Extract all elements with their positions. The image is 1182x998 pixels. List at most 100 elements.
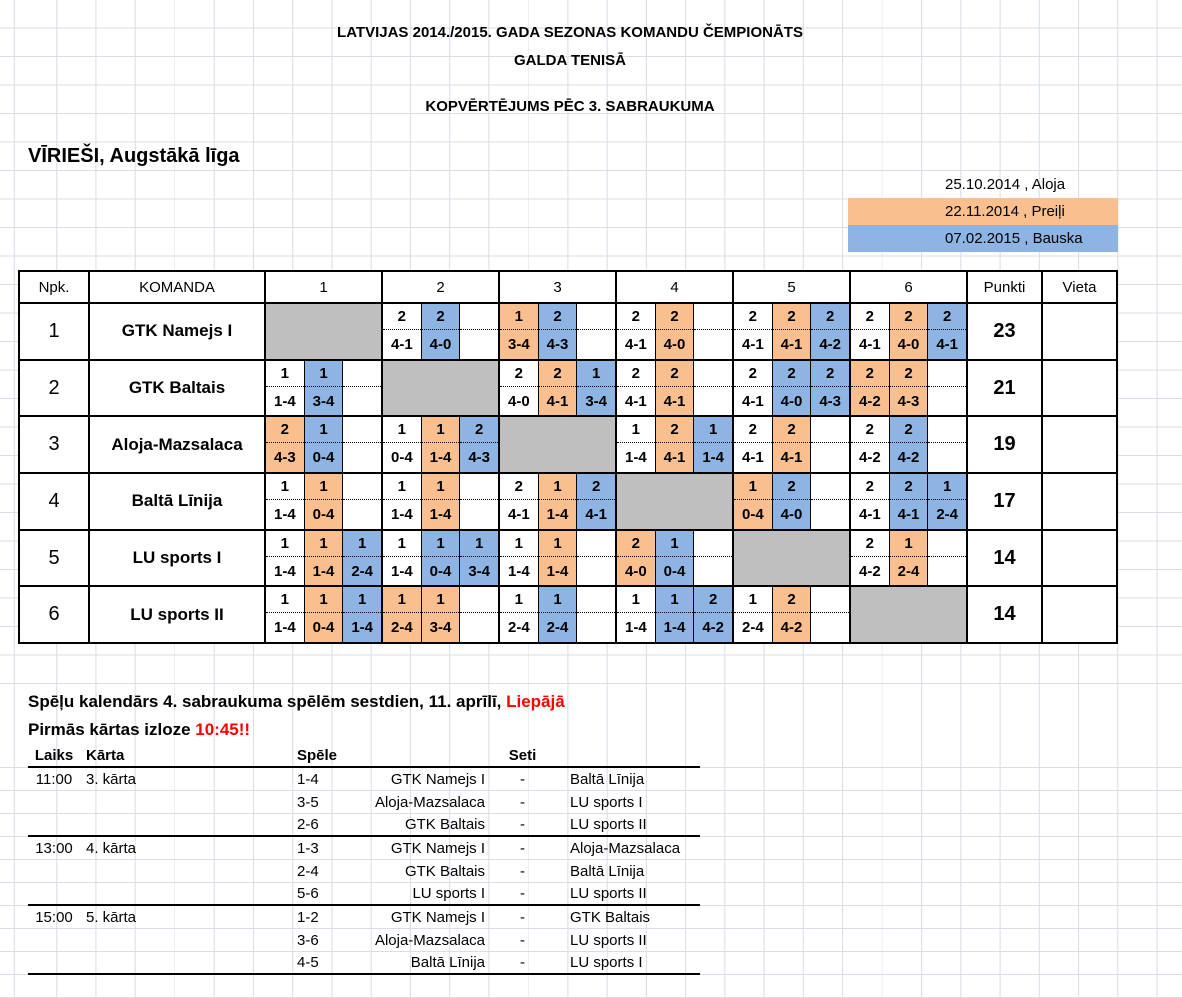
match-points: 2 xyxy=(772,587,811,614)
schedule-sets: - xyxy=(520,885,525,902)
match-points: 2 xyxy=(734,417,772,444)
result-cell: 1 0-4 xyxy=(654,530,694,586)
result-group-vs-6: 2 4-1 2 4-0 2 4-1 xyxy=(851,304,968,359)
legend-row-bauska: 07.02.2015 , Bauska xyxy=(848,225,1118,252)
schedule-home-team: GTK Baltais xyxy=(404,816,485,833)
match-points: 1 xyxy=(266,474,304,501)
set-score: 4-0 xyxy=(780,392,803,410)
set-score xyxy=(460,330,498,359)
schedule-away-team: GTK Baltais xyxy=(570,909,651,926)
result-cell: 1 3-4 xyxy=(500,304,538,359)
set-score: 1-4 xyxy=(273,505,296,523)
result-cell xyxy=(342,417,382,473)
result-cell: 2 4-0 xyxy=(654,304,694,359)
set-score: 0-4 xyxy=(312,449,335,467)
match-points: 2 xyxy=(851,474,889,501)
place-cell xyxy=(1043,531,1116,586)
schedule-home-team: Aloja-Mazsalaca xyxy=(374,932,485,949)
schedule-row: 2-6 GTK Baltais - LU sports II xyxy=(28,814,700,837)
set-score: 0-4 xyxy=(663,562,686,580)
place-cell xyxy=(1043,474,1116,529)
set-score: 4-2 xyxy=(780,619,803,637)
match-points xyxy=(577,304,616,330)
schedule-pair: 1-2 xyxy=(297,909,319,926)
set-score: 4-1 xyxy=(546,392,569,410)
match-points xyxy=(811,587,850,614)
set-score: 4-0 xyxy=(897,335,920,353)
result-cell xyxy=(576,587,616,643)
result-group-vs-1: 1 1-4 1 0-4 1 1-4 xyxy=(266,587,383,643)
set-score: 2-4 xyxy=(936,505,959,523)
set-score: 4-0 xyxy=(663,335,686,353)
result-group-vs-5: 2 4-1 2 4-1 2 4-2 xyxy=(734,304,851,359)
result-cell: 2 4-1 xyxy=(617,361,655,416)
match-points: 2 xyxy=(655,361,694,387)
header-vieta: Vieta xyxy=(1062,278,1097,296)
match-points: 1 xyxy=(460,531,499,557)
set-score: 3-4 xyxy=(585,392,608,410)
header-opponent-6: 6 xyxy=(851,272,968,302)
result-cell: 2 4-2 xyxy=(851,417,889,472)
match-points xyxy=(343,474,382,501)
team-row: 2 GTK Baltais 1 1-4 1 3-4 2 4-0 2 4-1 1 3-4 2 4-1 2 4-1… xyxy=(20,360,1116,418)
result-cell xyxy=(810,474,850,529)
schedule-round: 3. kārta xyxy=(86,771,137,788)
result-group-vs-3: 2 4-0 2 4-1 1 3-4 xyxy=(500,360,617,416)
set-score: 1-4 xyxy=(429,449,452,467)
schedule-pair: 4-5 xyxy=(297,954,319,971)
points-value: 14 xyxy=(968,587,1043,643)
result-group-vs-6: 2 4-2 2 4-3 xyxy=(851,360,968,416)
match-points: 1 xyxy=(343,587,382,614)
result-cell: 1 1-4 xyxy=(383,474,421,529)
result-group-vs-2: 1 2-4 1 3-4 xyxy=(383,587,500,643)
schedule-row: 13:00 4. kārta 1-3 GTK Namejs I - Aloja-Mazsa… xyxy=(28,837,700,860)
set-score xyxy=(343,443,381,472)
set-score: 4-3 xyxy=(819,392,842,410)
match-points: 1 xyxy=(343,531,382,557)
result-cell: 2 4-3 xyxy=(888,360,928,416)
result-cell: 1 1-4 xyxy=(303,530,343,586)
result-cell: 1 0-4 xyxy=(734,474,772,529)
schedule-pair: 3-6 xyxy=(297,932,319,949)
set-score: 1-4 xyxy=(273,392,296,410)
match-points: 1 xyxy=(421,531,460,557)
result-cell xyxy=(693,530,733,586)
page-title-line2: GALDA TENISĀ xyxy=(514,52,626,69)
schedule-away-team: Baltā Līnija xyxy=(570,863,645,880)
schedule-home-team: Aloja-Mazsalaca xyxy=(374,794,485,811)
result-cell: 1 0-4 xyxy=(303,474,343,529)
diagonal-cell xyxy=(617,474,734,529)
schedule-pair: 1-4 xyxy=(297,771,319,788)
result-cell xyxy=(927,530,967,586)
match-points: 1 xyxy=(421,587,460,614)
points-value: 23 xyxy=(968,304,1043,359)
result-cell: 1 1-4 xyxy=(617,587,655,642)
set-score: 1-4 xyxy=(507,562,530,580)
header-opponent-4: 4 xyxy=(617,272,734,302)
calendar-title-text: Spēļu kalendārs 4. sabraukuma spēlēm ses… xyxy=(28,692,507,711)
result-cell: 2 4-1 xyxy=(734,304,772,359)
result-cell xyxy=(927,360,967,416)
match-points: 2 xyxy=(655,304,694,330)
result-cell: 2 4-3 xyxy=(459,417,499,473)
match-points xyxy=(577,531,616,557)
match-points xyxy=(811,474,850,501)
set-score: 3-4 xyxy=(312,392,335,410)
result-cell: 2 4-1 xyxy=(927,304,967,359)
set-score: 1-4 xyxy=(273,619,296,637)
schedule-row: 3-5 Aloja-Mazsalaca - LU sports I xyxy=(28,791,700,814)
result-cell xyxy=(576,304,616,359)
header-komanda: KOMANDA xyxy=(90,272,266,302)
schedule-row: 3-6 Aloja-Mazsalaca - LU sports II xyxy=(28,929,700,952)
set-score xyxy=(694,557,732,586)
result-cell: 2 4-1 xyxy=(851,474,889,529)
set-score xyxy=(460,613,498,642)
result-cell xyxy=(459,304,499,359)
diagonal-cell xyxy=(851,587,968,643)
result-cell: 1 2-4 xyxy=(342,530,382,586)
result-cell: 1 2-4 xyxy=(383,587,421,643)
match-points xyxy=(343,417,382,444)
schedule-time: 15:00 xyxy=(35,909,73,926)
set-score: 4-2 xyxy=(897,449,920,467)
match-points xyxy=(694,531,733,557)
